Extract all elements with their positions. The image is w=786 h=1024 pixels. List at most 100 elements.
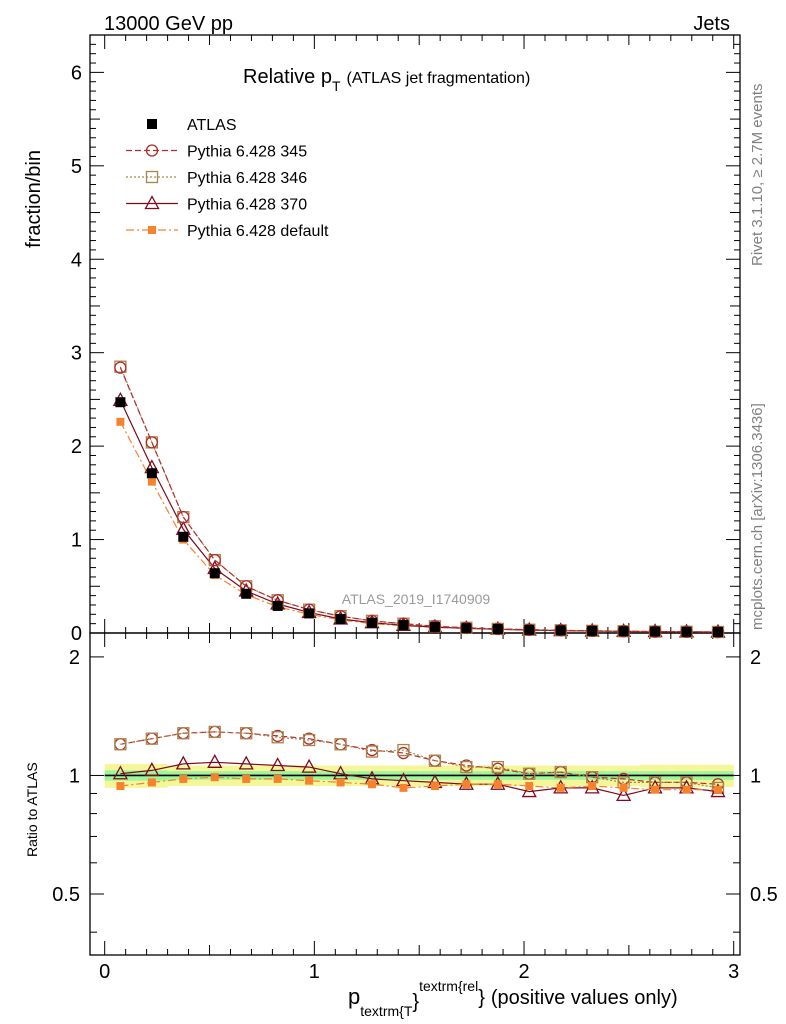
point-p345 xyxy=(523,623,536,636)
point-data xyxy=(618,626,629,637)
ratio-point-pdefault xyxy=(462,780,471,789)
y-tick-label: 6 xyxy=(71,62,82,84)
legend-label-p370: Pythia 6.428 370 xyxy=(187,197,307,214)
x-tick-label: 0 xyxy=(99,961,110,983)
ratio-point-pdefault xyxy=(525,782,534,791)
legend: ATLAS Pythia 6.428 345 Pythia 6.428 346 Pyt… xyxy=(126,117,329,240)
point-data xyxy=(115,397,126,408)
point-data xyxy=(304,608,315,619)
ratio-line-pdefault xyxy=(120,776,718,791)
ratio-point-p346 xyxy=(460,760,473,774)
legend-marker-p370 xyxy=(144,195,160,210)
legend-label-p345: Pythia 6.428 345 xyxy=(187,144,307,161)
point-data xyxy=(712,626,723,637)
ratio-point-p370 xyxy=(521,783,537,798)
point-data xyxy=(587,625,598,636)
point-p345 xyxy=(554,624,567,637)
rivet-version-label: Rivet 3.1.10, ≥ 2.7M events xyxy=(749,84,766,267)
point-data xyxy=(681,626,692,637)
ratio-point-pdefault xyxy=(399,783,408,792)
point-data xyxy=(335,613,346,624)
ratio-point-p346 xyxy=(114,738,127,751)
ratio-point-p346 xyxy=(365,745,379,758)
mcplots-reference-label: mcplots.cern.ch [arXiv:1306.3436] xyxy=(749,403,766,630)
point-data xyxy=(492,624,503,635)
point-p345 xyxy=(114,361,127,374)
ratio-point-p370 xyxy=(112,765,128,780)
point-data xyxy=(398,620,409,631)
point-data xyxy=(429,621,440,632)
x-axis-label-p: p xyxy=(348,984,360,1009)
analysis-watermark: ATLAS_2019_I1740909 xyxy=(342,591,491,607)
ratio-point-p346 xyxy=(334,738,347,751)
point-p345 xyxy=(680,625,693,638)
point-data xyxy=(209,568,220,579)
main-panel xyxy=(112,360,726,639)
x-axis-label-sub: textrm{T xyxy=(360,1003,413,1019)
point-data xyxy=(650,626,661,637)
ratio-y-tick-label: 2 xyxy=(69,647,80,669)
point-data xyxy=(524,624,535,635)
ratio-point-pdefault xyxy=(273,774,282,783)
y-tick-label: 1 xyxy=(71,530,82,552)
ratio-panel xyxy=(104,725,734,802)
point-pdefault xyxy=(147,477,156,486)
ratio-y-tick-label-right: 1 xyxy=(750,765,761,787)
ratio-y-axis-label: Ratio to ATLAS xyxy=(24,762,40,857)
point-p345 xyxy=(617,625,630,638)
ratio-point-p370 xyxy=(207,753,223,768)
ratio-point-p346 xyxy=(145,732,159,745)
ratio-y-tick-label: 0.5 xyxy=(52,884,80,906)
ratio-point-p346 xyxy=(397,743,410,757)
ratio-y-tick-label: 1 xyxy=(69,765,80,787)
point-data xyxy=(367,617,378,628)
x-axis-label-sup: textrm{rel xyxy=(419,978,478,994)
legend-label-data: ATLAS xyxy=(187,117,237,134)
point-pdefault xyxy=(116,417,125,426)
x-tick-label: 2 xyxy=(518,961,529,983)
y-tick-label: 2 xyxy=(71,436,82,458)
ratio-point-pdefault xyxy=(430,782,439,791)
point-p345 xyxy=(208,553,221,567)
point-data xyxy=(146,468,157,479)
plot-title-sub: T xyxy=(332,78,341,94)
ratio-point-p346 xyxy=(491,760,504,774)
point-p345 xyxy=(648,625,662,638)
legend-marker-p346 xyxy=(145,170,159,184)
ratio-point-p346 xyxy=(523,767,536,780)
legend-marker-pdefault xyxy=(148,226,156,234)
axis-ticks: 0 1 2 3 0 1 2 3 4 5 6 0.5 0.5 1 1 2 2 xyxy=(52,34,778,983)
ratio-point-p346 xyxy=(554,765,567,779)
point-data xyxy=(555,625,566,636)
y-tick-label: 0 xyxy=(71,623,82,645)
ratio-point-p370 xyxy=(301,758,317,773)
legend-label-p346: Pythia 6.428 346 xyxy=(187,170,307,187)
ratio-point-p346 xyxy=(302,733,316,747)
legend-label-pdefault: Pythia 6.428 default xyxy=(187,223,329,240)
point-data xyxy=(461,623,472,634)
x-tick-label: 1 xyxy=(309,961,320,983)
ratio-point-p346 xyxy=(177,727,190,740)
ratio-point-pdefault xyxy=(493,780,502,789)
point-p345 xyxy=(460,621,473,634)
ratio-point-pdefault xyxy=(147,778,156,787)
plot-title-main: Relative p xyxy=(243,66,332,88)
ratio-point-p346 xyxy=(428,754,442,767)
y-axis-label: fraction/bin xyxy=(23,150,45,248)
ratio-point-p370 xyxy=(175,755,191,770)
point-p345 xyxy=(711,625,725,639)
ratio-point-p370 xyxy=(238,755,254,770)
point-data xyxy=(241,588,252,599)
ratio-point-p346 xyxy=(240,727,253,740)
ratio-point-pdefault xyxy=(336,778,345,787)
x-axis-label-sub-close: } xyxy=(412,991,419,1013)
ratio-point-pdefault xyxy=(305,776,314,785)
plot-title: Relative pT (ATLAS jet fragmentation) xyxy=(243,66,530,94)
point-p345 xyxy=(491,622,504,636)
ratio-point-pdefault xyxy=(116,782,125,791)
x-axis-label-tail: (positive values only) xyxy=(491,987,678,1009)
point-p345 xyxy=(145,436,159,449)
y-tick-label: 5 xyxy=(71,156,82,178)
ratio-point-pdefault xyxy=(210,773,219,782)
